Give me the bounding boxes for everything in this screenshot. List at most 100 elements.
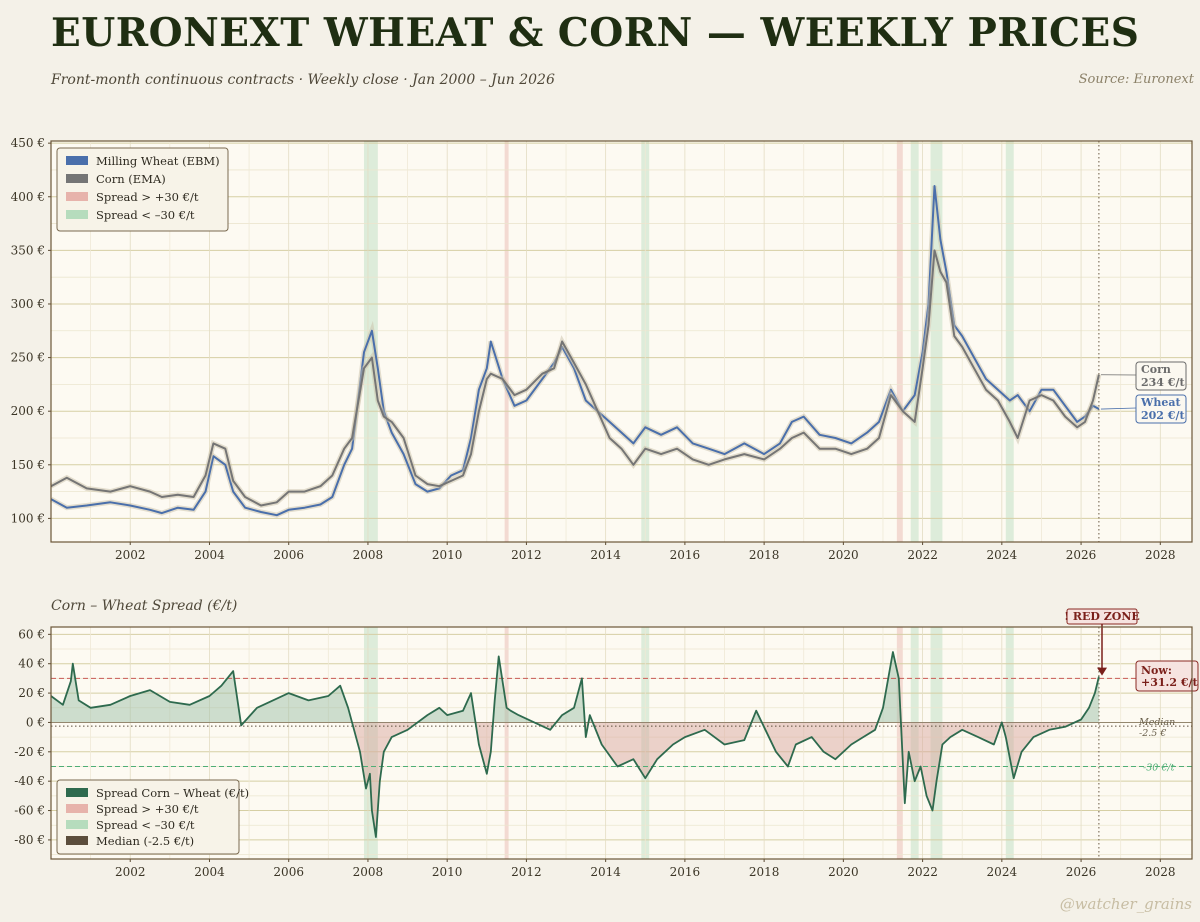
spread-negative-fill [240,722,1075,837]
y-tick-label: 300 € [11,297,45,311]
y-tick-label: 400 € [11,190,45,204]
x-tick-label: 2024 [987,548,1018,562]
x-tick-label: 2028 [1145,865,1176,879]
x-tick-label: 2002 [115,865,146,879]
y-tick-label: 0 € [26,715,45,729]
legend-swatch [66,210,88,219]
x-tick-label: 2026 [1066,865,1097,879]
now-box [1135,660,1199,692]
x-tick-label: 2010 [432,865,463,879]
legend-label: Milling Wheat (EBM) [96,154,220,168]
legend-label: Spread > +30 €/t [96,802,199,816]
chart-title: EURONEXT WHEAT & CORN — WEEKLY PRICES [51,10,1140,56]
y-tick-label: 40 € [18,657,45,671]
legend-swatch [66,788,88,797]
x-tick-label: 2012 [511,865,542,879]
legend-label: Median (-2.5 €/t) [96,834,194,848]
legend: Milling Wheat (EBM) Corn (EMA) Spread > +3… [56,147,229,232]
y-tick-label: 450 € [11,136,45,150]
x-tick-label: 2018 [749,548,780,562]
x-tick-label: 2008 [353,865,384,879]
y-tick-label: 200 € [11,404,45,418]
end-label-value: 234 €/t [1141,376,1185,389]
legend-swatch [66,804,88,813]
spread-line [50,651,1100,838]
end-label-box [1135,361,1187,391]
red-zone-band [504,141,509,542]
x-tick-label: 2020 [828,548,859,562]
median-value-label: -2.5 € [1139,728,1166,739]
y-tick-label: 60 € [18,627,45,641]
spread-panel-title: Corn – Wheat Spread (€/t) [51,598,238,614]
green-zone-band [363,141,378,542]
green-zone-band [910,141,919,542]
x-tick-label: 2014 [590,548,621,562]
x-tick-label: 2006 [273,865,304,879]
end-label-name: Wheat [1140,396,1181,409]
x-tick-label: 2016 [670,548,701,562]
source-note: Source: Euronext [1078,72,1194,87]
legend-swatch [66,174,88,183]
end-label-value: 202 €/t [1141,409,1185,422]
legend-label: Spread Corn – Wheat (€/t) [96,786,249,800]
corn-price-line [50,249,1100,507]
end-label-box [1135,394,1187,424]
x-tick-label: 2014 [590,865,621,879]
y-tick-label: 20 € [18,686,45,700]
x-tick-label: 2018 [749,865,780,879]
x-tick-label: 2020 [828,865,859,879]
x-tick-label: 2012 [511,548,542,562]
red-zone-band [896,141,903,542]
chart-subtitle: Front-month continuous contracts · Weekl… [51,72,555,88]
y-tick-label: -40 € [14,774,45,788]
median-label: Median [1138,717,1175,728]
legend-swatch [66,836,88,845]
x-tick-label: 2024 [987,865,1018,879]
x-tick-label: 2008 [353,548,384,562]
legend-swatch [66,192,88,201]
red-zone-alert: ! RED ZONE [1064,610,1140,623]
red-zone-band [896,627,903,859]
plot-frame [50,140,1193,543]
y-tick-label: 350 € [11,243,45,257]
x-tick-label: 2022 [907,865,938,879]
x-tick-label: 2026 [1066,548,1097,562]
red-zone-band [504,627,509,859]
price-panel: 100 € 150 € 200 € 250 € 300 € 350 € 400 € 450 €… [11,136,1193,562]
end-label-leader [1100,407,1137,410]
legend-swatch [66,820,88,829]
legend-box [56,779,240,855]
x-tick-label: 2010 [432,548,463,562]
legend-label: Spread < –30 €/t [96,818,195,832]
green-zone-band [930,141,943,542]
legend-box [56,147,229,232]
green-zone-band [1005,141,1014,542]
legend-label: Corn (EMA) [96,172,166,186]
green-line-label: -30 €/t [1143,762,1175,773]
legend-label: Spread > +30 €/t [96,190,199,204]
y-tick-label: -60 € [14,804,45,818]
x-tick-label: 2028 [1145,548,1176,562]
plot-frame [50,626,1193,860]
y-tick-label: 150 € [11,458,45,472]
y-tick-label: 100 € [11,511,45,525]
y-tick-label: -20 € [14,745,45,759]
x-tick-label: 2004 [194,548,225,562]
legend-swatch [66,156,88,165]
x-tick-label: 2004 [194,865,225,879]
x-tick-label: 2002 [115,548,146,562]
alert-arrow-head [1097,667,1107,676]
y-tick-label: 250 € [11,351,45,365]
now-label: Now: [1141,664,1172,677]
legend-label: Spread < –30 €/t [96,208,195,222]
x-tick-label: 2006 [273,548,304,562]
x-tick-label: 2022 [907,548,938,562]
now-value: +31.2 €/t [1141,676,1199,689]
x-tick-label: 2016 [670,865,701,879]
spread-positive-fill [51,652,1099,723]
end-label-name: Corn [1141,363,1171,376]
legend: Spread Corn – Wheat (€/t) Spread > +30 €/… [56,779,249,855]
y-tick-label: -80 € [14,833,45,847]
spread-panel: 60 € 40 € 20 € 0 € -20 € -40 € -60 € -80 € 2002 2… [14,608,1199,879]
